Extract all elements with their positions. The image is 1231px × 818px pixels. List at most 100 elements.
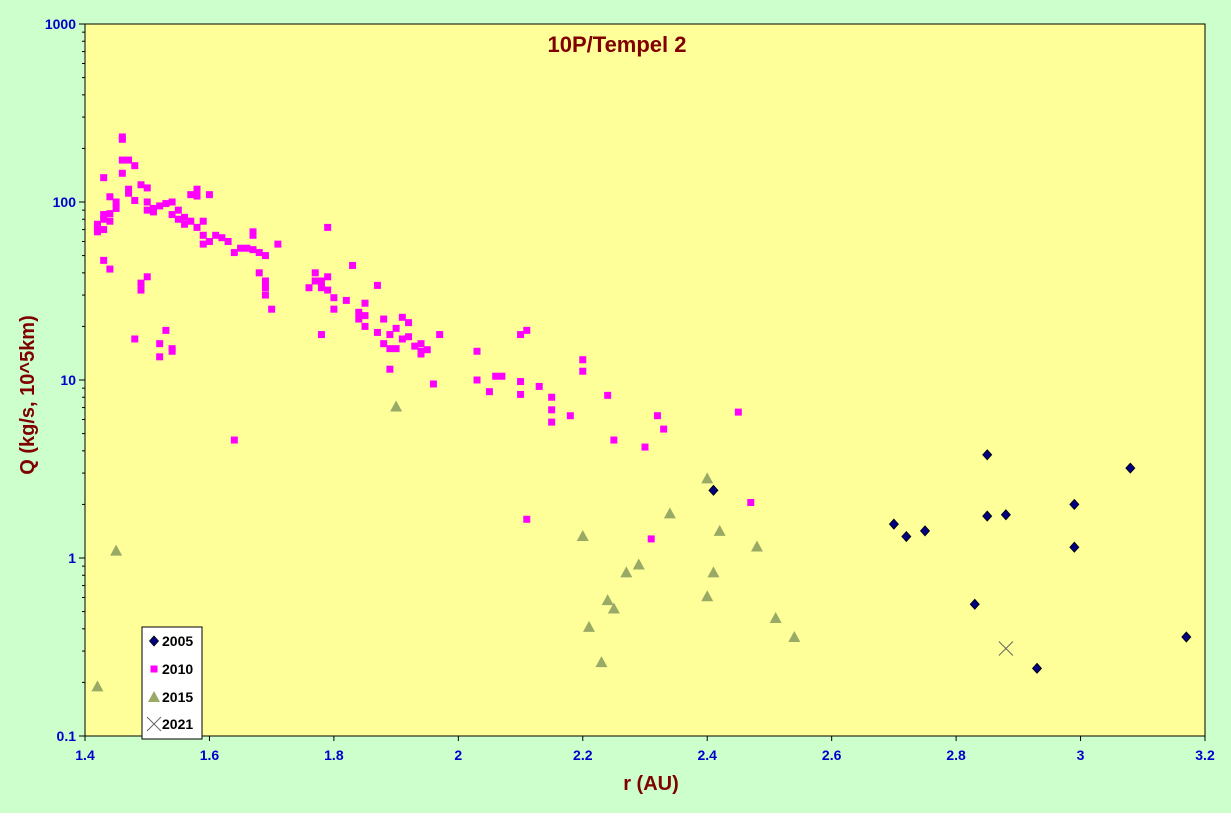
- point-2010: [174, 206, 182, 214]
- point-2010: [498, 372, 506, 380]
- point-2010: [212, 231, 220, 239]
- point-2010: [641, 443, 649, 451]
- point-2005: [1000, 509, 1011, 521]
- x-tick-label: 3.2: [1195, 747, 1215, 763]
- point-2015: [601, 594, 614, 606]
- point-2015: [576, 529, 589, 541]
- point-2010: [243, 244, 251, 252]
- x-axis-ticks: 1.4 1.6 1.8 2 2.2 2.4 2.6 2.8 3 3.2: [75, 736, 1215, 763]
- point-2005: [982, 510, 993, 522]
- point-2010: [205, 191, 213, 199]
- x-tick-label: 2.2: [573, 747, 593, 763]
- point-2010: [523, 515, 531, 523]
- data-points: [91, 133, 1192, 692]
- point-2015: [713, 524, 726, 536]
- point-2015: [583, 620, 595, 632]
- point-2015: [701, 472, 714, 484]
- point-2010: [162, 326, 170, 334]
- point-2010: [181, 220, 189, 228]
- point-2010: [548, 393, 556, 401]
- point-2010: [168, 347, 176, 355]
- point-2010: [168, 198, 176, 206]
- legend-label-2005: 2005: [162, 633, 193, 649]
- point-2010: [106, 265, 114, 273]
- point-2010: [106, 210, 114, 218]
- point-2010: [100, 226, 108, 234]
- point-2010: [274, 240, 282, 248]
- point-2010: [174, 215, 182, 223]
- point-2010: [137, 279, 145, 287]
- point-2005: [919, 525, 931, 537]
- point-2010: [125, 189, 133, 197]
- point-2010: [143, 273, 151, 281]
- point-2010: [187, 217, 195, 225]
- point-2010: [411, 342, 419, 350]
- point-2010: [423, 346, 431, 354]
- point-2010: [137, 181, 145, 189]
- point-2010: [193, 185, 201, 193]
- point-2010: [131, 196, 139, 204]
- point-2010: [106, 217, 114, 225]
- point-2010: [261, 291, 269, 299]
- point-2015: [701, 590, 714, 602]
- point-2015: [788, 630, 801, 642]
- point-2010: [405, 333, 413, 341]
- point-2010: [305, 284, 313, 292]
- point-2005: [1069, 541, 1080, 553]
- point-2010: [237, 244, 245, 252]
- point-2015: [707, 566, 720, 578]
- point-2010: [317, 284, 325, 292]
- point-2010: [230, 249, 238, 257]
- point-2010: [324, 223, 332, 231]
- point-2010: [473, 376, 481, 384]
- point-2010: [181, 213, 189, 221]
- point-2010: [579, 356, 587, 364]
- point-2010: [118, 169, 126, 177]
- y-tick-label: 0.1: [57, 728, 77, 744]
- point-2010: [156, 353, 164, 361]
- legend-box: [141, 626, 203, 740]
- point-2010: [106, 193, 114, 201]
- point-2005: [1125, 462, 1136, 474]
- point-2010: [205, 237, 213, 245]
- point-2010: [392, 345, 400, 353]
- point-2010: [224, 237, 232, 245]
- point-2010: [355, 315, 363, 323]
- point-2010: [392, 324, 400, 332]
- point-2010: [268, 305, 276, 313]
- point-2010: [261, 252, 269, 260]
- point-2010: [199, 217, 207, 225]
- point-2021: [998, 641, 1014, 656]
- point-2010: [118, 156, 126, 164]
- point-2015: [769, 612, 782, 624]
- point-2010: [199, 240, 207, 248]
- point-2010: [131, 335, 139, 343]
- point-2010: [548, 406, 556, 414]
- point-2015: [751, 540, 763, 552]
- point-2010: [125, 185, 133, 193]
- point-2015: [390, 400, 403, 412]
- point-2010: [330, 305, 338, 313]
- point-2010: [255, 269, 263, 277]
- point-2010: [734, 408, 742, 416]
- point-2010: [311, 277, 319, 285]
- point-2010: [523, 326, 531, 334]
- point-2010: [249, 246, 257, 254]
- point-2010: [330, 294, 338, 302]
- x-tick-label: 1.8: [324, 747, 344, 763]
- point-2010: [342, 296, 350, 304]
- point-2010: [187, 191, 195, 199]
- legend-marker-2010: [150, 665, 158, 673]
- x-tick-label: 3: [1077, 747, 1085, 763]
- point-2010: [361, 322, 369, 330]
- point-2010: [317, 331, 325, 339]
- point-2005: [1031, 662, 1043, 674]
- point-2010: [373, 281, 381, 289]
- point-2010: [386, 345, 394, 353]
- point-2010: [517, 390, 525, 398]
- point-2010: [417, 340, 425, 348]
- point-2010: [485, 388, 493, 396]
- point-2010: [535, 382, 543, 390]
- point-2010: [398, 335, 406, 343]
- point-2010: [548, 418, 556, 426]
